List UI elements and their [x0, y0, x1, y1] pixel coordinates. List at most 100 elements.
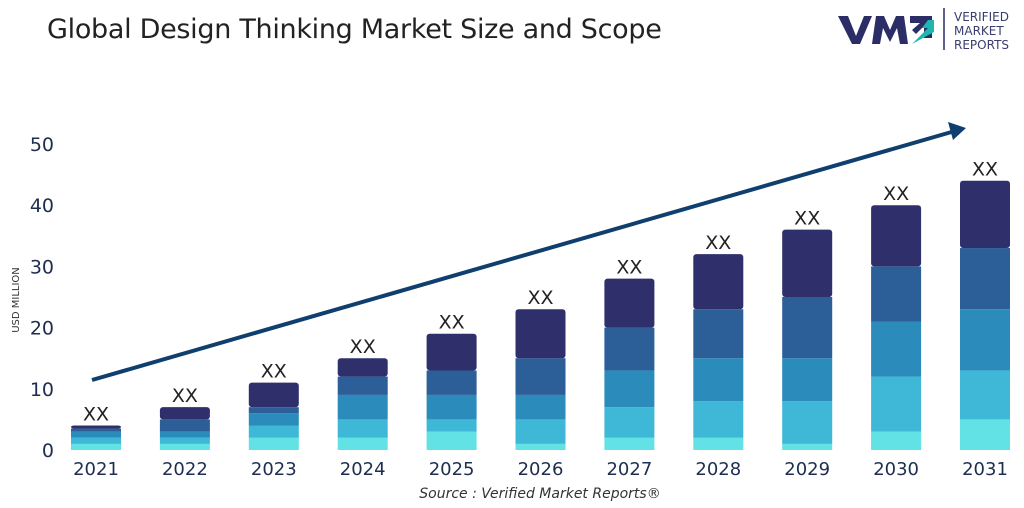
bar-segment [693, 437, 744, 450]
bar-segment [871, 205, 922, 267]
bar-segment [248, 413, 299, 426]
bar-segment [426, 333, 477, 371]
bar-stack-2021: XX [71, 404, 121, 450]
bar-segment [159, 407, 210, 420]
bar-segment [782, 401, 833, 444]
y-tick-label: 40 [30, 195, 54, 217]
bar-stack-2025: XX [426, 312, 477, 450]
data-label: XX [350, 336, 376, 358]
data-label: XX [883, 183, 909, 205]
bar-stack-2024: XX [337, 336, 388, 450]
chart-title: Global Design Thinking Market Size and S… [47, 14, 662, 45]
bar-stack-2023: XX [248, 361, 299, 450]
bar-segment [515, 443, 566, 450]
data-label: XX [83, 404, 109, 426]
bar-segment [71, 443, 121, 450]
trend-line [91, 129, 956, 382]
x-tick-label: 2030 [873, 459, 919, 480]
data-label: XX [972, 159, 998, 181]
bar-segment [426, 419, 477, 432]
bar-stack-2030: XX [871, 183, 922, 450]
bar-segment [159, 443, 210, 450]
bar-stack-2026: XX [515, 287, 566, 450]
bar-segment [871, 376, 922, 432]
x-tick-label: 2023 [251, 459, 297, 480]
bar-stack-2027: XX [604, 257, 655, 450]
bar-segment [159, 437, 210, 444]
bar-segment [337, 419, 388, 438]
bar-segment [960, 370, 1010, 420]
bar-segment [337, 437, 388, 450]
bar-segment [159, 431, 210, 438]
bar-segment [426, 394, 477, 420]
bar-segment [960, 309, 1010, 371]
x-tick-label: 2025 [429, 459, 475, 480]
bar-segment [782, 229, 833, 297]
bars: XX XX XX XX XX XX XX XX XX XX XX [71, 159, 1010, 450]
vmr-logo: VERIFIED MARKET REPORTS [838, 8, 1009, 52]
x-tick-label: 2029 [784, 459, 830, 480]
logo-line-1: VERIFIED [954, 10, 1009, 24]
y-tick-label: 10 [30, 379, 54, 401]
bar-segment [248, 437, 299, 450]
bar-segment [960, 419, 1010, 450]
x-axis: 2021 2022 2023 2024 2025 2026 2027 2028 2029 2030… [73, 459, 1008, 480]
x-tick-label: 2024 [340, 459, 386, 480]
bar-segment [71, 425, 121, 429]
bar-segment [515, 309, 566, 359]
y-tick-label: 30 [30, 256, 54, 278]
data-label: XX [616, 257, 642, 279]
bar-segment [871, 431, 922, 450]
bar-segment [337, 394, 388, 420]
data-label: XX [527, 287, 553, 309]
y-axis-label: USD MILLION [11, 267, 22, 333]
arrow-head-icon [948, 122, 966, 140]
bar-segment [693, 254, 744, 310]
x-tick-label: 2028 [695, 459, 741, 480]
bar-segment [337, 358, 388, 377]
bar-stack-2022: XX [159, 385, 210, 450]
vmr-logo-mark [838, 16, 934, 44]
bar-segment [782, 358, 833, 402]
bar-segment [604, 437, 655, 450]
bar-segment [248, 425, 299, 438]
x-tick-label: 2027 [606, 459, 652, 480]
bar-segment [515, 358, 566, 395]
bar-segment [782, 297, 833, 359]
x-tick-label: 2031 [962, 459, 1008, 480]
bar-segment [960, 248, 1010, 310]
bar-stack-2029: XX [782, 208, 833, 450]
bar-segment [248, 407, 299, 414]
trend-arrow [91, 122, 966, 382]
bar-segment [604, 278, 655, 328]
bar-segment [693, 401, 744, 438]
bar-segment [871, 266, 922, 322]
y-axis: 0 10 20 30 40 50 [30, 134, 54, 462]
bar-segment [871, 321, 922, 377]
bar-segment [71, 437, 121, 444]
logo-line-3: REPORTS [954, 38, 1009, 52]
bar-segment [337, 376, 388, 395]
x-tick-label: 2022 [162, 459, 208, 480]
bar-segment [604, 407, 655, 438]
bar-segment [515, 394, 566, 420]
bar-segment [248, 382, 299, 408]
bar-segment [159, 419, 210, 432]
bar-segment [693, 309, 744, 359]
logo-line-2: MARKET [954, 24, 1004, 38]
bar-segment [515, 419, 566, 444]
bar-segment [782, 443, 833, 450]
y-tick-label: 0 [42, 440, 54, 462]
bar-segment [604, 370, 655, 408]
bar-segment [693, 358, 744, 402]
bar-segment [604, 327, 655, 371]
bar-segment [426, 431, 477, 450]
bar-segment [71, 431, 121, 438]
bar-segment [960, 180, 1010, 249]
data-label: XX [705, 232, 731, 254]
bar-stack-2028: XX [693, 232, 744, 450]
data-label: XX [261, 361, 287, 383]
y-tick-label: 50 [30, 134, 54, 156]
x-tick-label: 2026 [518, 459, 564, 480]
